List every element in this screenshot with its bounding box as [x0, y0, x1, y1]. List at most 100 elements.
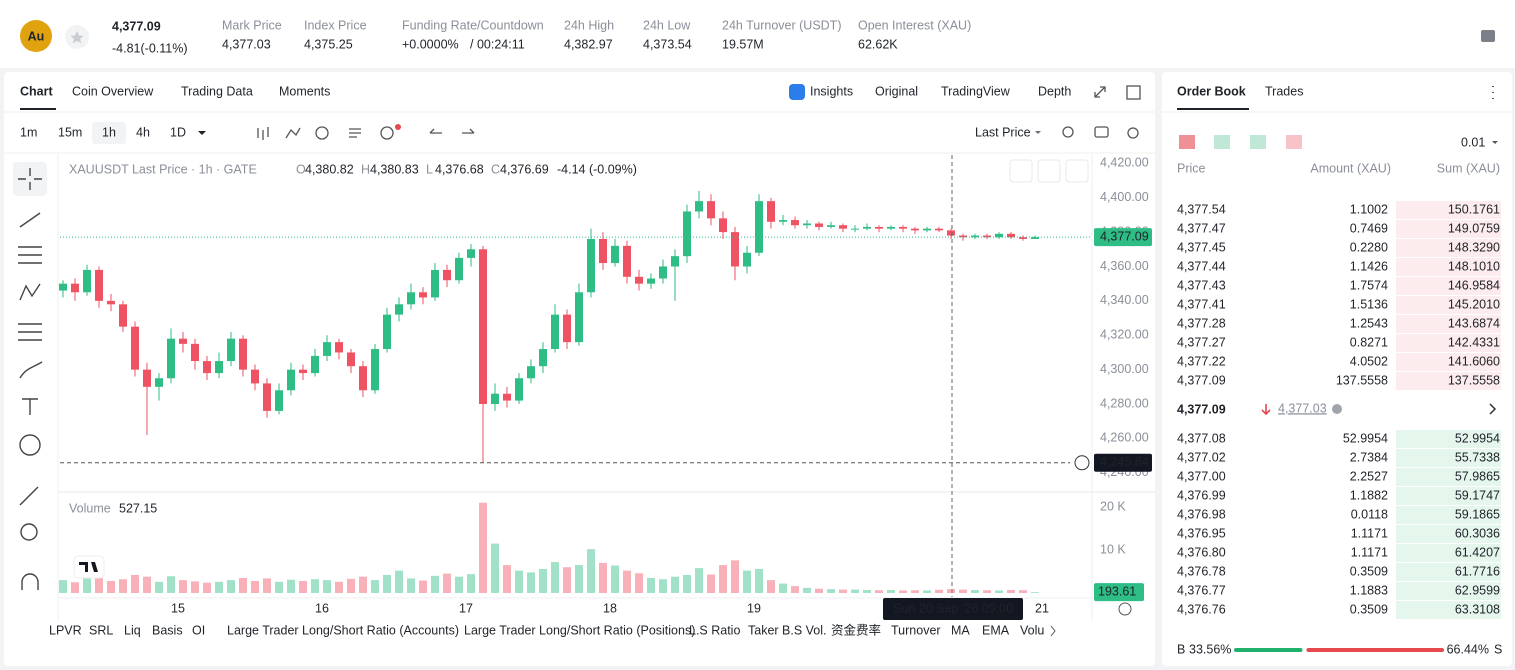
- crosshair-tool[interactable]: [18, 168, 42, 190]
- candle-body: [1007, 233, 1015, 238]
- tick-size[interactable]: 0.01: [1461, 135, 1485, 149]
- book-price[interactable]: 4,377.09: [1177, 373, 1226, 387]
- ruler-tool[interactable]: [19, 486, 39, 506]
- brush-tool[interactable]: [19, 361, 43, 379]
- emoji-tool[interactable]: [19, 434, 41, 456]
- compare-icon[interactable]: [315, 126, 329, 140]
- book-price[interactable]: 4,377.27: [1177, 335, 1226, 349]
- template-icon[interactable]: [349, 128, 361, 138]
- interval[interactable]: 4h: [136, 125, 150, 139]
- text-tool[interactable]: [22, 398, 38, 415]
- more-arrow[interactable]: [1050, 625, 1056, 637]
- candle-type-icon[interactable]: [257, 127, 269, 140]
- candle-body: [695, 201, 703, 212]
- book-tab[interactable]: Trades: [1265, 84, 1303, 98]
- price-source[interactable]: Last Price: [975, 125, 1031, 139]
- chart-btn[interactable]: [1009, 159, 1033, 183]
- book-tab[interactable]: Order Book: [1177, 84, 1246, 98]
- chart-btn[interactable]: [1037, 159, 1061, 183]
- pattern-tool[interactable]: [19, 283, 41, 301]
- book-price[interactable]: 4,377.02: [1177, 450, 1226, 464]
- zoom-tool[interactable]: [20, 523, 38, 541]
- settings-icon[interactable]: [1127, 127, 1139, 139]
- tab[interactable]: Chart: [20, 84, 53, 98]
- time-settings[interactable]: [1118, 602, 1132, 616]
- indicator-tab[interactable]: SRL: [89, 623, 113, 637]
- book-price[interactable]: 4,377.43: [1177, 278, 1226, 292]
- book-amount: 1.5136: [1350, 297, 1388, 311]
- book-price[interactable]: 4,377.22: [1177, 354, 1226, 368]
- indicator-tab[interactable]: LPVR: [49, 623, 82, 637]
- book-layout-icon[interactable]: [1179, 135, 1195, 149]
- book-layout-icon[interactable]: [1250, 135, 1266, 149]
- book-price[interactable]: 4,376.77: [1177, 583, 1226, 597]
- depth-bg: [1396, 506, 1501, 524]
- book-price[interactable]: 4,377.45: [1177, 240, 1226, 254]
- book-price[interactable]: 4,377.44: [1177, 259, 1226, 273]
- add-icon[interactable]: [380, 126, 394, 140]
- layout-icon[interactable]: [1126, 85, 1141, 100]
- volume-bar: [695, 568, 703, 593]
- indicator-tab[interactable]: OI: [192, 623, 205, 637]
- interval[interactable]: 1D: [170, 125, 186, 139]
- search-icon[interactable]: [1062, 126, 1074, 138]
- volume-bar: [155, 581, 163, 593]
- book-price[interactable]: 4,376.99: [1177, 488, 1226, 502]
- book-price[interactable]: 4,377.08: [1177, 431, 1226, 445]
- interval[interactable]: 1h: [102, 125, 116, 139]
- tab[interactable]: Trading Data: [181, 84, 253, 98]
- book-price[interactable]: 4,376.76: [1177, 602, 1226, 616]
- book-layout-icon[interactable]: [1214, 135, 1230, 149]
- indicator-tab[interactable]: EMA: [982, 623, 1010, 637]
- volume-bar: [539, 568, 547, 593]
- snapshot-icon[interactable]: [1094, 126, 1109, 138]
- indicator-tab[interactable]: Volu: [1020, 623, 1044, 637]
- book-price[interactable]: 4,376.98: [1177, 507, 1226, 521]
- interval[interactable]: 15m: [58, 125, 82, 139]
- volume-bar: [587, 549, 595, 593]
- chart-btn[interactable]: [1065, 159, 1089, 183]
- indicator-tab[interactable]: Turnover: [891, 623, 941, 637]
- interval[interactable]: 1m: [20, 125, 37, 139]
- indicator-tab[interactable]: Basis: [152, 623, 183, 637]
- panel-icon[interactable]: [1481, 30, 1495, 42]
- indicator-tab[interactable]: 资金费率: [831, 622, 881, 637]
- book-price[interactable]: 4,377.41: [1177, 297, 1226, 311]
- book-price[interactable]: 4,377.00: [1177, 469, 1226, 483]
- fullscreen-icon[interactable]: [1094, 86, 1106, 98]
- tab[interactable]: Moments: [279, 84, 330, 98]
- indicator-tab[interactable]: Large Trader Long/Short Ratio (Accounts): [227, 623, 459, 637]
- indicator-tab[interactable]: Liq: [124, 623, 141, 637]
- tv-logo-mark: [79, 562, 98, 572]
- magnet-tool[interactable]: [21, 573, 39, 590]
- candle-body: [755, 201, 763, 253]
- view-tab[interactable]: Depth: [1038, 84, 1071, 98]
- book-price[interactable]: 4,376.95: [1177, 526, 1226, 540]
- book-price[interactable]: 4,376.80: [1177, 545, 1226, 559]
- volume-bar: [575, 565, 583, 593]
- indicator-tab[interactable]: Taker B.S Vol.: [748, 623, 827, 637]
- channel-tool[interactable]: [18, 246, 42, 264]
- book-price[interactable]: 4,377.47: [1177, 221, 1226, 235]
- stat-label: Open Interest (XAU): [858, 18, 971, 32]
- undo-redo[interactable]: [429, 128, 475, 134]
- book-layout-icon[interactable]: [1286, 135, 1302, 149]
- volume-bar: [239, 577, 247, 593]
- indicator-icon[interactable]: [285, 127, 301, 139]
- candle-body: [659, 266, 667, 279]
- view-tab[interactable]: TradingView: [941, 84, 1011, 98]
- book-price[interactable]: 4,377.54: [1177, 202, 1226, 216]
- view-tab[interactable]: Original: [875, 84, 918, 98]
- book-price[interactable]: 4,377.28: [1177, 316, 1226, 330]
- indicator-tab[interactable]: Large Trader Long/Short Ratio (Positions…: [464, 623, 695, 637]
- chevron[interactable]: [1489, 403, 1497, 415]
- view-tab[interactable]: Insights: [810, 84, 853, 98]
- tab[interactable]: Coin Overview: [72, 84, 154, 98]
- book-price[interactable]: 4,376.78: [1177, 564, 1226, 578]
- x-tick-label: 19: [747, 601, 761, 615]
- indicator-tab[interactable]: L.S Ratio: [689, 623, 740, 637]
- indicator-tab[interactable]: MA: [951, 623, 970, 637]
- line-tool[interactable]: [19, 212, 41, 228]
- fib-tool[interactable]: [18, 323, 42, 341]
- add-alert[interactable]: [1074, 455, 1090, 471]
